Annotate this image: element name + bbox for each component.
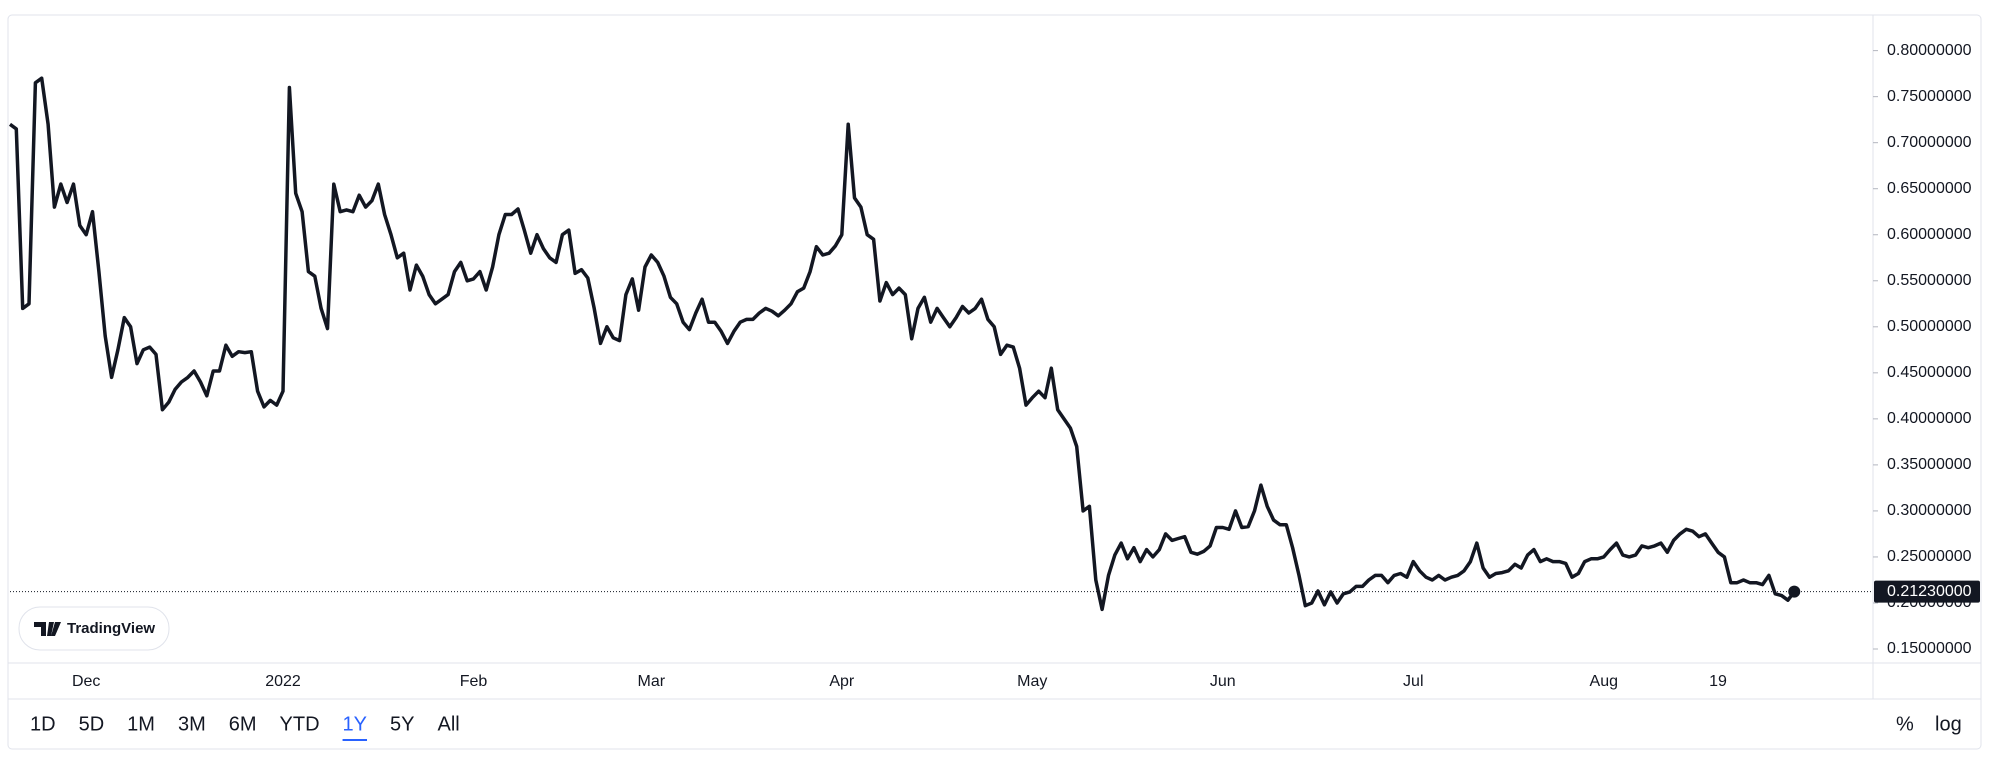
price-line — [8, 76, 1796, 612]
range-label: YTD — [280, 713, 320, 735]
range-label: 5D — [79, 713, 105, 735]
range-label: 3M — [178, 713, 206, 735]
range-button[interactable]: 1M — [127, 713, 155, 735]
x-tick-label: Jul — [1403, 673, 1423, 690]
x-tick-label: Mar — [638, 673, 666, 690]
y-tick-label: 0.65000000 — [1887, 180, 1972, 197]
frame — [7, 14, 1982, 750]
y-tick-label: 0.50000000 — [1887, 318, 1972, 335]
x-tick-label: Feb — [460, 673, 488, 690]
range-label: All — [437, 713, 459, 735]
range-label: 1Y — [343, 713, 367, 735]
x-tick-label: Aug — [1590, 673, 1618, 690]
logo-icon — [34, 622, 61, 636]
x-tick-label: Dec — [72, 673, 100, 690]
range-button[interactable]: 5D — [79, 713, 105, 735]
y-tick-label: 0.45000000 — [1887, 364, 1972, 381]
range-button[interactable]: All — [437, 713, 459, 735]
scale-button[interactable]: log — [1935, 713, 1962, 735]
scale-button[interactable]: % — [1896, 713, 1914, 735]
y-tick-label: 0.40000000 — [1887, 410, 1972, 427]
last-point — [1788, 585, 1801, 598]
range-button[interactable]: 3M — [178, 713, 206, 735]
range-button[interactable]: 1D — [30, 713, 56, 735]
range-button[interactable]: 5Y — [390, 713, 414, 735]
range-button[interactable]: 6M — [229, 713, 257, 735]
y-tick-label: 0.35000000 — [1887, 456, 1972, 473]
y-tick-label: 0.60000000 — [1887, 226, 1972, 243]
logo[interactable]: TradingView — [18, 606, 170, 651]
logo-text: TradingView — [67, 620, 155, 637]
price-label-bg — [1874, 580, 1980, 603]
y-tick-label: 0.80000000 — [1887, 42, 1972, 59]
range-button[interactable]: YTD — [280, 713, 320, 735]
x-tick-label: 2022 — [265, 673, 301, 690]
x-tick-label: May — [1017, 673, 1047, 690]
y-tick-label: 0.25000000 — [1887, 548, 1972, 565]
range-button[interactable]: 1Y — [342, 713, 368, 741]
y-tick-label: 0.55000000 — [1887, 272, 1972, 289]
logo-badge — [18, 606, 170, 651]
y-tick-label: 0.70000000 — [1887, 134, 1972, 151]
price-label: 0.21230000 — [1887, 583, 1972, 600]
x-tick-label: Jun — [1210, 673, 1236, 690]
range-label: 5Y — [390, 713, 414, 735]
range-label: 1D — [30, 713, 56, 735]
x-tick-label: Apr — [829, 673, 855, 690]
x-tick-label: 19 — [1709, 673, 1727, 690]
range-label: 6M — [229, 713, 257, 735]
y-tick-label: 0.75000000 — [1887, 88, 1972, 105]
y-tick-label: 0.15000000 — [1887, 640, 1972, 657]
range-label: 1M — [127, 713, 155, 735]
y-tick-label: 0.30000000 — [1887, 502, 1972, 519]
